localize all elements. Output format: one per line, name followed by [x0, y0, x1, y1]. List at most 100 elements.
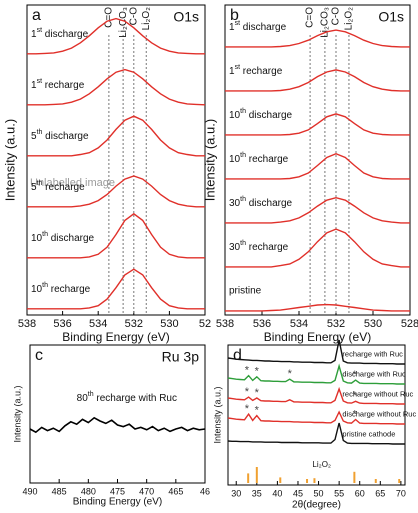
panel-letter: c: [35, 347, 43, 364]
peak-star: *: [245, 403, 250, 415]
reference-bar: [398, 479, 401, 483]
plot-frame: [224, 4, 411, 316]
spectrum-line: [27, 17, 205, 55]
x-tick-label: 532: [125, 318, 143, 330]
spectrum-line: [29, 416, 206, 434]
spectrum-line: [225, 29, 410, 48]
peak-star: *: [255, 387, 260, 399]
x-tick-label: 534: [290, 318, 308, 330]
series-label: 10th discharge: [31, 231, 95, 243]
x-axis-label: Binding Energy (eV): [62, 330, 169, 344]
panel-title: O1s: [173, 9, 199, 25]
peak-star: *: [245, 365, 250, 377]
reference-label: C-O: [331, 7, 342, 26]
x-tick-label: 485: [52, 486, 67, 496]
plot-frame: [26, 4, 206, 316]
x-tick-label: 470: [139, 486, 154, 496]
series-label: 10th recharge: [229, 152, 289, 164]
x-tick-label: 50: [314, 488, 324, 498]
series-label: recharge without Ruc: [342, 389, 413, 398]
x-tick-label: 536: [53, 318, 71, 330]
x-tick-label: 45: [293, 488, 303, 498]
peak-star: *: [245, 386, 250, 398]
reference-bar: [255, 467, 258, 483]
x-tick-label: 52: [199, 318, 211, 330]
spectrum-line: [27, 175, 205, 208]
x-tick-label: 530: [160, 318, 178, 330]
watermark: Unlabelled image: [30, 177, 115, 189]
spectrum-line: [225, 228, 410, 268]
series-label: pristine cathode: [342, 429, 395, 438]
spectrum-line: [227, 363, 405, 385]
series-label: 1st recharge: [31, 78, 85, 90]
x-tick-label: 490: [22, 486, 37, 496]
series-label: discharge with Ruc: [342, 369, 406, 378]
panel-letter: a: [32, 7, 41, 24]
panel-letter: d: [233, 347, 242, 364]
x-tick-label: 70: [396, 488, 406, 498]
spectrum-line: [225, 152, 410, 180]
x-tick-label: 538: [18, 318, 36, 330]
series-label: recharge with Ruc: [342, 349, 403, 358]
x-tick-label: 55: [334, 488, 344, 498]
spectrum-line: [227, 410, 405, 425]
x-tick-label: 536: [253, 318, 271, 330]
peak-star: *: [353, 390, 358, 402]
reference-label: Li₂CO₃: [118, 7, 129, 38]
reference-label: C-O: [128, 7, 139, 26]
x-tick-label: 65: [375, 488, 385, 498]
x-tick-label: 534: [89, 318, 107, 330]
x-tick-label: 35: [252, 488, 262, 498]
spectrum-line: [27, 68, 206, 106]
spectrum-line: [225, 69, 410, 92]
spectrum-line: [27, 115, 205, 157]
peak-star: *: [353, 369, 358, 381]
series-label: 30th discharge: [229, 196, 293, 208]
series-label: 10th discharge: [229, 108, 293, 120]
series-label: 5th recharge: [31, 180, 85, 192]
series-label: 10th recharge: [31, 282, 91, 294]
series-label: 1st recharge: [229, 64, 283, 76]
x-tick-label: 30: [231, 488, 241, 498]
reference-bar: [306, 479, 309, 483]
reference-bar: [313, 478, 316, 483]
reference-bar: [353, 471, 356, 483]
x-axis-label: 2θ(degree): [292, 500, 341, 511]
x-tick-label: 532: [327, 318, 345, 330]
reference-label: Li₂O₂: [141, 7, 152, 30]
reference-label: Li₂O₂: [344, 7, 355, 30]
x-tick-label: 538: [216, 318, 234, 330]
x-tick-label: 46: [200, 486, 210, 496]
spectrum-line: [227, 386, 405, 405]
spectrum-line: [225, 303, 410, 312]
y-axis-label: Intensity (a.u.): [212, 386, 222, 443]
spectrum-line: [225, 113, 410, 136]
spectrum-line: [225, 196, 410, 224]
peak-star: *: [255, 405, 260, 417]
peak-star: *: [255, 366, 260, 378]
plot-frame: [29, 344, 206, 484]
series-label: 1st discharge: [229, 20, 287, 32]
reference-bar: [247, 473, 250, 483]
spectrum-line: [27, 268, 205, 310]
y-axis-label: Intensity (a.u.): [2, 119, 17, 201]
x-axis-label: Binding Energy (eV): [73, 497, 163, 508]
series-label: pristine: [229, 286, 262, 297]
reference-label: C=O: [104, 7, 115, 28]
peak-star: *: [288, 368, 293, 380]
reference-bar: [374, 479, 377, 483]
x-tick-label: 530: [364, 318, 382, 330]
spectrum-line: [27, 212, 205, 259]
panel-letter: b: [230, 7, 239, 24]
x-tick-label: 465: [168, 486, 183, 496]
x-tick-label: 475: [110, 486, 125, 496]
reference-label: C=O: [305, 7, 316, 28]
series-label: 5th discharge: [31, 129, 89, 141]
x-tick-label: 480: [81, 486, 96, 496]
panel-title: Ru 3p: [162, 349, 200, 365]
peak-star: *: [353, 408, 358, 420]
plot-frame: [227, 344, 406, 486]
series-label: 1st discharge: [31, 27, 89, 39]
series-label: 80th recharge with Ruc: [77, 391, 177, 403]
